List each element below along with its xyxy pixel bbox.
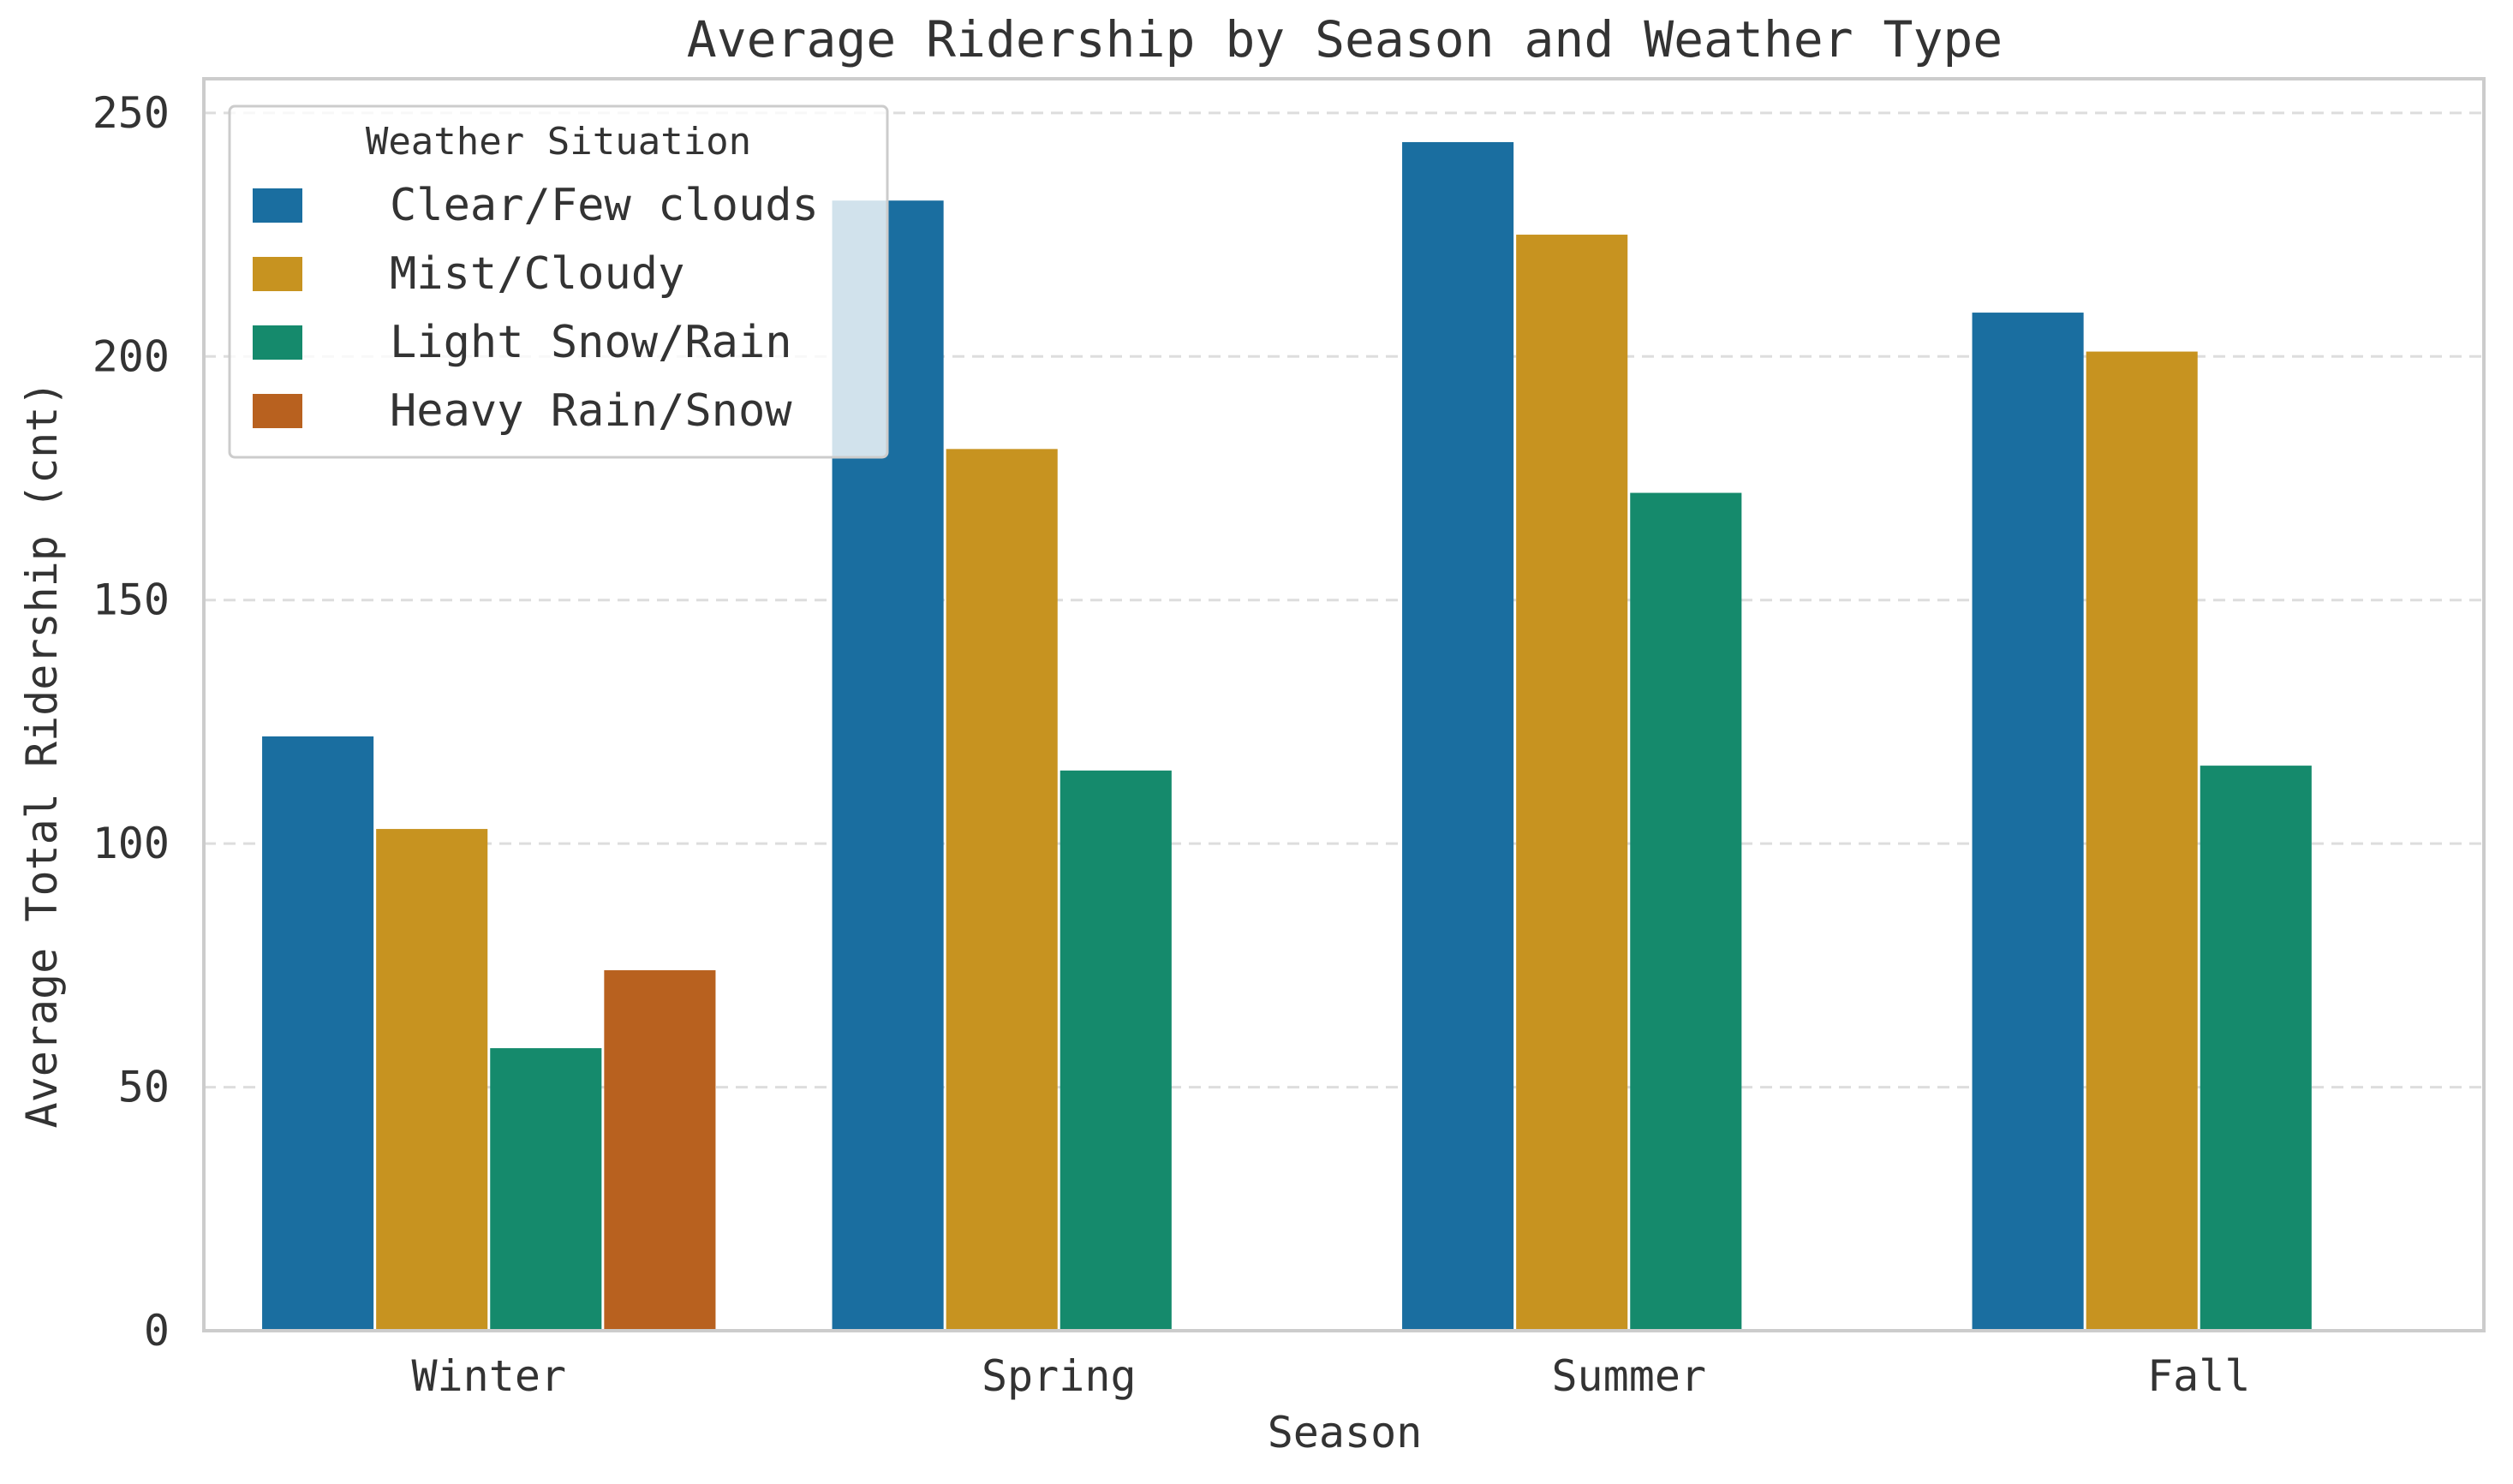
y-tick-label: 150 (93, 575, 170, 625)
bar (1060, 770, 1172, 1331)
legend-label: Mist/Cloudy (390, 248, 684, 300)
y-axis-label: Average Total Ridership (cnt) (17, 381, 67, 1129)
bars (262, 141, 2312, 1332)
y-tick-label: 200 (93, 331, 170, 381)
y-tick-label: 250 (93, 88, 170, 138)
bar (1972, 313, 2084, 1332)
bar (1630, 492, 1742, 1331)
legend-label: Clear/Few clouds (390, 180, 819, 231)
bar (1516, 235, 1628, 1331)
x-axis-label: Season (1268, 1408, 1423, 1457)
bar (2086, 351, 2198, 1331)
x-tick-label: Fall (2147, 1351, 2250, 1401)
legend-label: Light Snow/Rain (390, 317, 792, 368)
bar (946, 449, 1058, 1331)
bar (1402, 141, 1514, 1331)
y-tick-label: 0 (144, 1306, 170, 1356)
plot-frame (202, 77, 2486, 1332)
legend-swatch (253, 394, 302, 428)
bar (604, 970, 716, 1331)
legend: Weather Situation Clear/Few clouds Mist/C… (228, 104, 889, 459)
legend-swatch (253, 325, 302, 360)
bar (376, 829, 488, 1331)
bar (262, 736, 374, 1331)
legend-title: Weather Situation (366, 120, 751, 164)
bar (2200, 766, 2312, 1331)
bar (490, 1048, 602, 1331)
legend-swatch (253, 188, 302, 223)
chart-title: Average Ridership by Season and Weather … (687, 10, 2003, 69)
axes: 0 50 100 150 200 250 Winter Spring Summer Fall (93, 77, 2486, 1401)
legend-label: Heavy Rain/Snow (390, 385, 792, 437)
x-tick-label: Winter (411, 1351, 566, 1401)
y-tick-label: 100 (93, 819, 170, 868)
legend-frame (228, 104, 889, 459)
legend-items: Clear/Few clouds Mist/Cloudy Light Snow/Ra… (253, 180, 819, 437)
y-tick-label: 50 (118, 1063, 170, 1112)
legend-swatch (253, 257, 302, 291)
x-tick-label: Summer (1551, 1351, 1706, 1401)
x-tick-label: Spring (982, 1351, 1137, 1401)
